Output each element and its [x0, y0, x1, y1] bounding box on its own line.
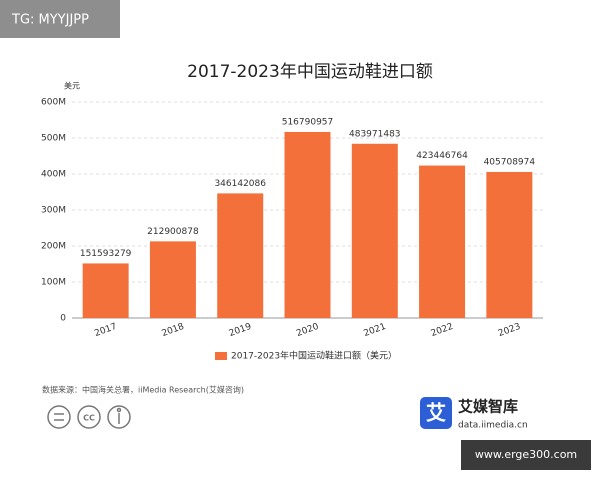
y-unit: 美元	[64, 81, 80, 91]
cc-icon: CC	[83, 414, 95, 423]
bar	[419, 165, 466, 318]
site-box	[461, 440, 591, 470]
y-tick-label: 400M	[41, 170, 66, 180]
y-tick-label: 500M	[41, 134, 66, 144]
bar	[149, 241, 196, 318]
chart-title: 2017-2023年中国运动鞋进口额	[187, 62, 433, 82]
data-label: 483971483	[349, 129, 401, 139]
data-label: 151593279	[80, 249, 132, 259]
logo-icon-box	[420, 397, 452, 429]
bar	[486, 171, 533, 318]
watermark: TG: MYYJJPP	[11, 13, 89, 28]
data-label: 212900878	[147, 227, 199, 237]
y-tick-label: 200M	[41, 242, 66, 252]
bar	[82, 263, 129, 318]
legend-label: 2017-2023年中国运动鞋进口额（美元）	[231, 350, 397, 362]
legend-swatch	[215, 352, 227, 360]
bar	[351, 143, 398, 318]
bar	[217, 193, 264, 318]
bar	[284, 131, 331, 318]
site: www.erge300.com	[475, 448, 577, 461]
y-tick-label: 0	[60, 314, 66, 324]
watermark-box	[0, 0, 120, 38]
y-tick-label: 100M	[41, 278, 66, 288]
data-label: 423446764	[416, 151, 468, 161]
license-icons	[47, 405, 131, 429]
data-label: 405708974	[484, 157, 536, 167]
logo-name: 艾媒智库	[458, 398, 518, 416]
y-tick-label: 300M	[41, 206, 66, 216]
data-label: 346142086	[214, 179, 266, 189]
logo-icon: 艾	[426, 401, 446, 425]
source: 数据来源：中国海关总署，iiMedia Research(艾媒咨询)	[42, 385, 244, 395]
logo-url: data.iimedia.cn	[458, 421, 528, 431]
data-label: 516790957	[282, 117, 334, 127]
y-tick-label: 600M	[41, 98, 66, 108]
